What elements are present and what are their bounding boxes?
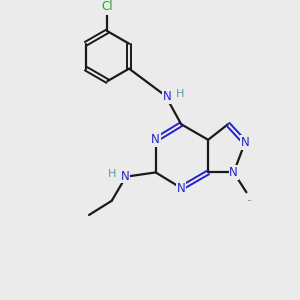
Text: N: N [151,133,160,146]
Text: H: H [176,89,184,99]
Text: N: N [163,90,171,103]
Text: N: N [241,136,249,149]
Text: N: N [121,169,130,183]
Text: Cl: Cl [102,0,113,13]
Text: N: N [177,182,186,194]
Text: N: N [229,166,238,179]
Text: H: H [108,169,116,179]
Text: methyl: methyl [248,200,253,201]
